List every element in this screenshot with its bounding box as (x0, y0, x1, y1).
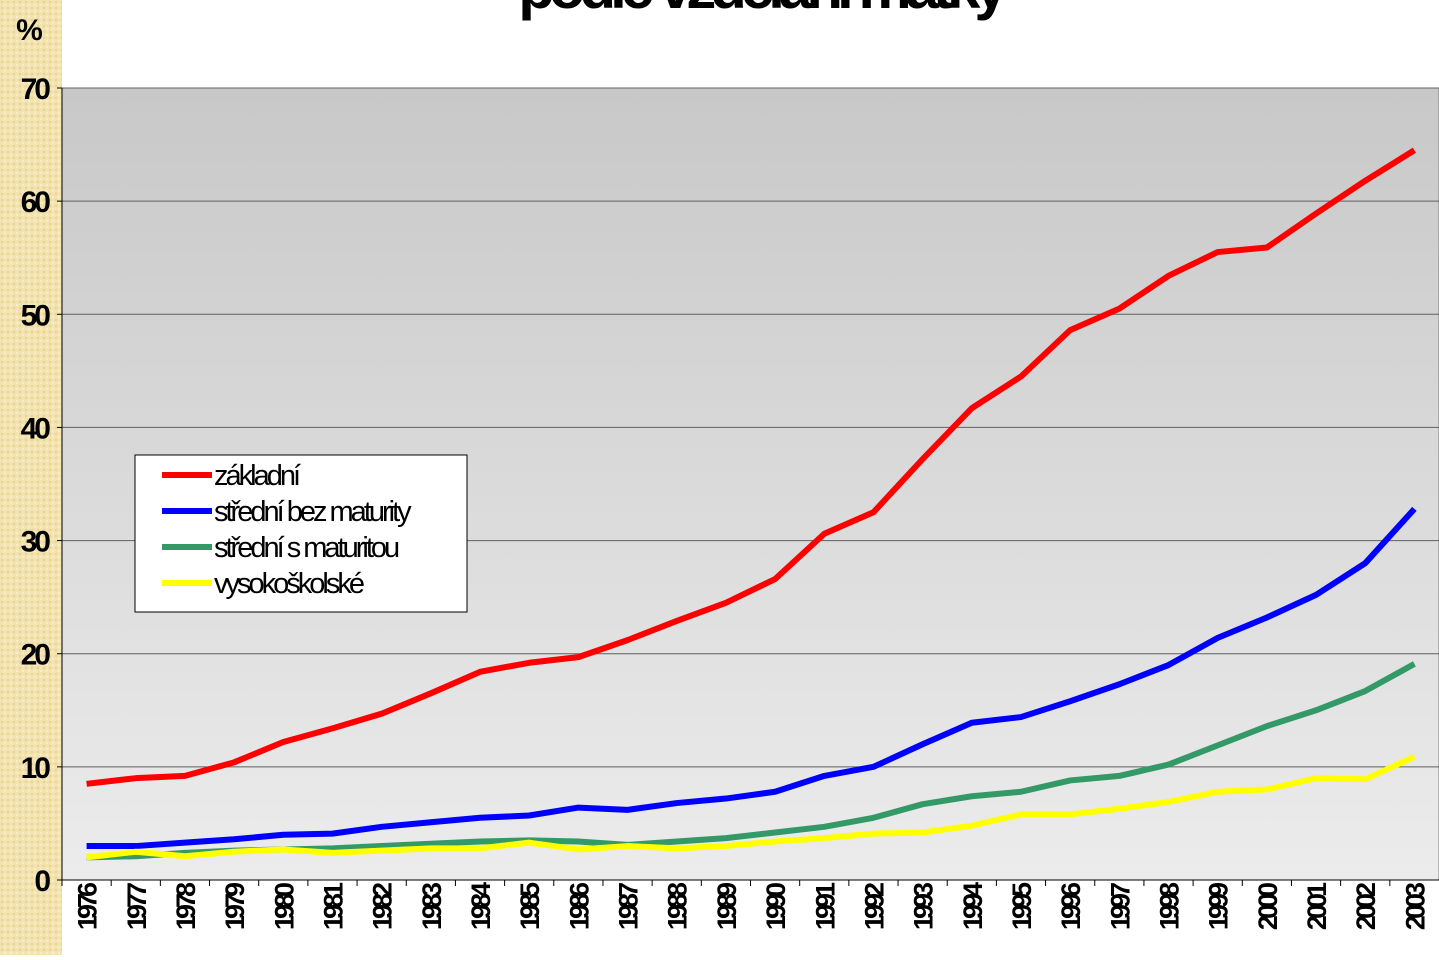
x-tick-label: 2002 (1351, 883, 1381, 930)
x-tick-label: 1977 (122, 883, 152, 930)
y-tick-label: 30 (21, 526, 51, 559)
x-tick-label: 1992 (859, 883, 889, 930)
y-tick-label: 60 (21, 186, 51, 219)
x-tick-label: 1999 (1204, 882, 1234, 930)
x-tick-label: 1984 (466, 882, 496, 930)
x-tick-label: 1990 (761, 883, 791, 930)
x-tick-label: 1986 (564, 882, 594, 930)
x-tick-label: 1991 (810, 882, 840, 930)
line-series (86, 506, 1417, 850)
x-tick-label: 1997 (1105, 883, 1135, 930)
x-tick-label: 1994 (958, 882, 988, 930)
legend: základní střední bez maturity střední s ma… (134, 454, 468, 613)
y-tick-label: 0 (34, 865, 50, 898)
x-tick-label: 2001 (1302, 882, 1332, 930)
x-tick-label: 1987 (614, 883, 644, 930)
x-tick-label: 1982 (368, 883, 398, 930)
y-tick-label: 40 (21, 412, 51, 445)
y-tick-label: 70 (21, 73, 51, 106)
x-tick-label: 1985 (515, 882, 545, 930)
x-tick-label: 1983 (417, 882, 447, 930)
x-tick-label: 2003 (1400, 882, 1430, 930)
x-tick-label: 1980 (269, 883, 299, 930)
side-strip (0, 0, 62, 955)
chart-title: podle vzdělání matky (518, 0, 1008, 21)
legend-label: střední bez maturity (214, 496, 412, 528)
y-tick-label: 50 (21, 299, 51, 332)
x-tick-label: 1996 (1056, 882, 1086, 930)
x-tick-label: 1998 (1155, 882, 1185, 930)
x-tick-label: 1978 (171, 882, 201, 930)
x-tick-label: 2000 (1253, 883, 1283, 930)
y-tick-label: 10 (21, 752, 51, 785)
x-tick-label: 1981 (318, 882, 348, 930)
x-tick-label: 1995 (1007, 882, 1037, 930)
y-axis-label: % (16, 14, 42, 47)
grid: 0 10 20 30 40 50 60 70 1976 1977 1978 1979 1980 1981 1… (21, 73, 1439, 930)
x-tick-label: 1993 (909, 882, 939, 930)
legend-label: střední s maturitou (214, 532, 399, 564)
x-tick-label: 1989 (712, 882, 742, 930)
line-series (86, 753, 1416, 861)
x-tick-label: 1988 (663, 882, 693, 930)
legend-label: vysokoškolské (214, 568, 364, 600)
x-tick-label: 1979 (220, 882, 250, 930)
lines (86, 147, 1417, 861)
x-tick-label: 1976 (73, 882, 103, 930)
line-series (86, 147, 1416, 787)
y-tick-label: 20 (21, 639, 51, 672)
legend-label: základní (214, 460, 301, 492)
